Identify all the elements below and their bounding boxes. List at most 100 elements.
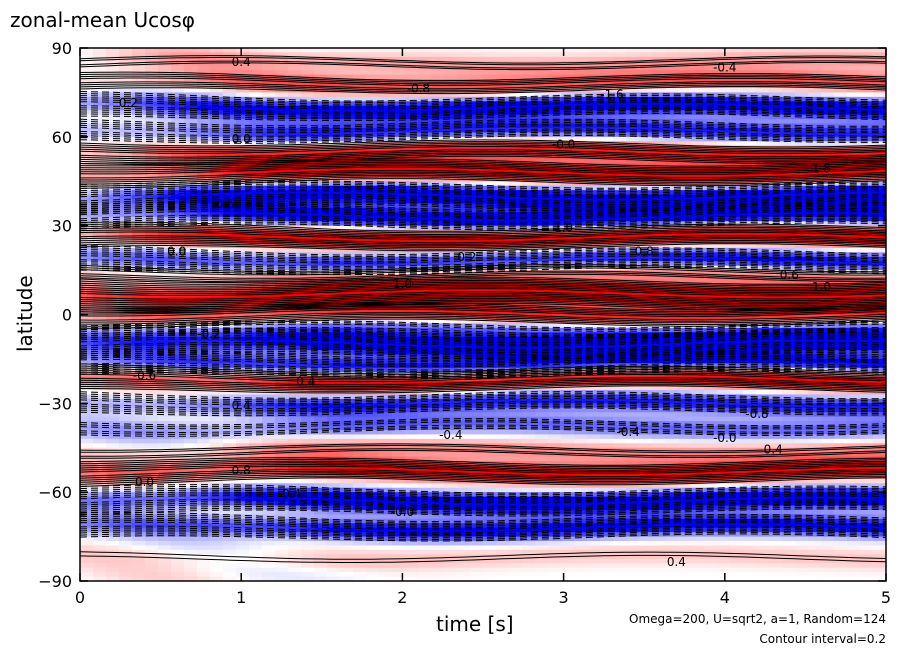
field-cell bbox=[119, 190, 133, 196]
field-cell bbox=[262, 167, 276, 173]
field-cell bbox=[275, 465, 289, 471]
field-cell bbox=[587, 101, 601, 107]
field-cell bbox=[171, 518, 185, 524]
field-cell bbox=[223, 527, 237, 533]
field-cell bbox=[132, 301, 146, 307]
field-cell bbox=[197, 65, 211, 71]
field-cell bbox=[314, 212, 328, 218]
field-cell bbox=[327, 514, 341, 520]
field-cell bbox=[249, 350, 263, 356]
field-cell bbox=[80, 341, 94, 347]
field-cell bbox=[327, 61, 341, 67]
field-cell bbox=[535, 381, 549, 387]
field-cell bbox=[613, 87, 627, 94]
field-cell bbox=[236, 567, 250, 573]
field-cell bbox=[587, 314, 601, 320]
field-cell bbox=[93, 96, 107, 102]
field-cell bbox=[470, 567, 484, 573]
field-cell bbox=[132, 478, 146, 484]
field-cell bbox=[613, 234, 627, 240]
field-cell bbox=[444, 501, 458, 507]
field-cell bbox=[392, 323, 406, 329]
field-cell bbox=[548, 563, 562, 569]
field-cell bbox=[561, 167, 575, 173]
field-cell bbox=[223, 567, 237, 573]
field-cell bbox=[80, 412, 94, 418]
field-cell bbox=[418, 74, 432, 80]
field-cell bbox=[236, 438, 250, 444]
field-cell bbox=[405, 332, 419, 338]
field-cell bbox=[405, 487, 419, 493]
field-cell bbox=[119, 341, 133, 347]
field-cell bbox=[249, 421, 263, 427]
field-cell bbox=[171, 119, 185, 125]
field-cell bbox=[132, 212, 146, 218]
field-cell bbox=[80, 310, 94, 316]
field-cell bbox=[522, 416, 536, 422]
field-cell bbox=[210, 225, 224, 231]
field-cell bbox=[392, 141, 406, 147]
field-cell bbox=[379, 323, 393, 329]
field-cell bbox=[236, 496, 250, 502]
field-cell bbox=[171, 199, 185, 205]
field-cell bbox=[106, 278, 120, 285]
field-cell bbox=[223, 390, 237, 396]
field-cell bbox=[275, 567, 289, 573]
field-cell bbox=[379, 394, 393, 400]
field-cell bbox=[197, 376, 211, 382]
field-cell bbox=[262, 234, 276, 240]
field-cell bbox=[80, 56, 94, 62]
field-cell bbox=[210, 572, 224, 578]
field-cell bbox=[145, 541, 159, 547]
field-cell bbox=[210, 145, 224, 151]
field-cell bbox=[431, 56, 445, 62]
field-cell bbox=[548, 323, 562, 329]
field-cell bbox=[470, 310, 484, 316]
field-cell bbox=[93, 327, 107, 333]
field-cell bbox=[496, 167, 510, 173]
field-cell bbox=[158, 456, 172, 462]
field-cell bbox=[145, 376, 159, 382]
field-cell bbox=[119, 572, 133, 578]
field-cell bbox=[197, 172, 211, 178]
field-cell bbox=[613, 216, 627, 222]
field-cell bbox=[249, 367, 263, 373]
field-cell bbox=[457, 563, 471, 569]
field-cell bbox=[93, 518, 107, 524]
field-cell bbox=[379, 318, 393, 324]
field-cell bbox=[106, 256, 120, 262]
field-cell bbox=[275, 341, 289, 347]
field-cell bbox=[145, 403, 159, 409]
field-cell bbox=[119, 563, 133, 569]
field-cell bbox=[275, 425, 289, 431]
field-cell bbox=[327, 434, 341, 440]
field-cell bbox=[600, 461, 614, 467]
field-cell bbox=[197, 509, 211, 515]
field-cell bbox=[405, 363, 419, 369]
field-cell bbox=[535, 74, 549, 80]
field-cell bbox=[314, 221, 328, 227]
field-cell bbox=[171, 567, 185, 573]
field-cell bbox=[106, 412, 120, 418]
field-cell bbox=[171, 390, 185, 396]
field-cell bbox=[366, 190, 380, 196]
field-cell bbox=[184, 416, 198, 422]
field-cell bbox=[522, 532, 536, 538]
field-cell bbox=[106, 247, 120, 253]
field-cell bbox=[522, 52, 536, 58]
field-cell bbox=[119, 496, 133, 502]
field-cell bbox=[223, 83, 237, 89]
field-cell bbox=[145, 412, 159, 418]
field-cell bbox=[288, 194, 302, 200]
field-cell bbox=[223, 119, 237, 125]
field-cell bbox=[379, 256, 393, 262]
field-cell bbox=[119, 270, 133, 276]
field-cell bbox=[431, 452, 445, 458]
field-cell bbox=[548, 74, 562, 80]
field-cell bbox=[535, 429, 549, 436]
field-cell bbox=[574, 461, 588, 467]
field-cell bbox=[106, 438, 120, 444]
field-cell bbox=[184, 287, 198, 293]
field-cell bbox=[457, 403, 471, 409]
field-cell bbox=[197, 150, 211, 156]
